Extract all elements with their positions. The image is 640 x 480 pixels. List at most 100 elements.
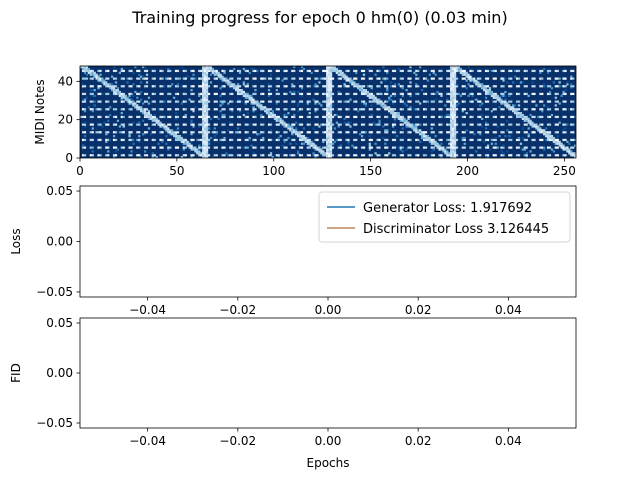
heatmap-cell (298, 131, 302, 134)
y-tick-label: 20 (58, 113, 73, 127)
heatmap-cell (149, 117, 152, 120)
heatmap-cell (142, 108, 145, 111)
heatmap-cell (128, 102, 131, 105)
heatmap-cell (328, 121, 331, 124)
heatmap-cell (324, 108, 327, 111)
heatmap-cell (453, 112, 457, 115)
heatmap-cell (285, 131, 288, 134)
heatmap-cell (484, 154, 488, 157)
heatmap-cell (120, 85, 123, 88)
heatmap-cell (81, 98, 85, 101)
heatmap-cell (450, 152, 453, 155)
heatmap-cell (312, 127, 315, 130)
heatmap-cell (267, 100, 271, 103)
heatmap-cell (262, 77, 265, 80)
heatmap-cell (517, 92, 521, 96)
heatmap-cell (440, 131, 443, 134)
heatmap-cell (391, 112, 395, 115)
heatmap-cell (236, 154, 240, 157)
heatmap-cell (440, 156, 443, 158)
x-axis-label: Epochs (307, 456, 350, 470)
heatmap-cell (136, 154, 139, 157)
heatmap-cell (128, 135, 131, 138)
heatmap-cell (430, 138, 433, 142)
heatmap-cell (539, 108, 542, 111)
heatmap-cell (455, 154, 459, 157)
heatmap-cell (213, 85, 216, 88)
heatmap-cell (428, 136, 431, 140)
heatmap-cell (564, 108, 567, 111)
heatmap-cell (450, 119, 453, 122)
heatmap-cell (260, 100, 263, 103)
heatmap-cell (498, 100, 501, 103)
heatmap-cell (256, 100, 259, 103)
heatmap-cell (328, 135, 331, 138)
heatmap-cell (564, 148, 567, 151)
heatmap-cell (523, 146, 526, 149)
heatmap-cell (393, 85, 397, 88)
heatmap-cell (246, 83, 249, 86)
heatmap-cell (184, 108, 187, 111)
heatmap-cell (95, 75, 98, 78)
heatmap-cell (204, 142, 207, 145)
heatmap-cell (504, 90, 507, 94)
heatmap-cell (438, 148, 441, 151)
heatmap-cell (275, 146, 278, 149)
heatmap-cell (461, 69, 464, 73)
heatmap-cell (229, 131, 232, 134)
heatmap-cell (500, 138, 503, 142)
heatmap-cell (353, 85, 356, 88)
heatmap-cell (422, 123, 426, 126)
heatmap-cell (424, 138, 428, 142)
heatmap-cell (254, 115, 257, 119)
heatmap-cell (417, 138, 420, 142)
heatmap-cell (508, 104, 511, 107)
heatmap-cell (328, 150, 331, 153)
heatmap-cell (541, 146, 544, 149)
heatmap-cell (492, 77, 495, 80)
heatmap-cell (368, 92, 371, 96)
heatmap-cell (298, 69, 302, 73)
heatmap-cell (200, 100, 203, 103)
heatmap-cell (450, 73, 453, 76)
heatmap-cell (114, 131, 118, 134)
heatmap-cell (300, 108, 304, 111)
heatmap-cell (291, 85, 294, 88)
heatmap-cell (391, 125, 395, 128)
heatmap-cell (314, 100, 317, 103)
heatmap-cell (378, 123, 381, 126)
heatmap-cell (105, 123, 108, 126)
heatmap-cell (515, 110, 519, 113)
heatmap-cell (198, 108, 201, 111)
heatmap-cell (167, 138, 170, 142)
heatmap-cell (353, 100, 356, 103)
heatmap-cell (335, 138, 338, 142)
heatmap-cell (157, 121, 160, 124)
heatmap-cell (362, 85, 366, 88)
heatmap-cell (546, 108, 550, 111)
heatmap-cell (525, 85, 528, 88)
heatmap-cell (130, 85, 133, 88)
heatmap-cell (205, 98, 209, 101)
heatmap-cell (484, 90, 488, 94)
heatmap-cell (453, 104, 457, 107)
heatmap-cell (328, 81, 331, 84)
heatmap-cell (453, 69, 457, 73)
heatmap-cell (143, 146, 147, 149)
heatmap-cell (97, 115, 100, 119)
heatmap-cell (145, 77, 149, 80)
heatmap-cell (202, 85, 205, 88)
heatmap-cell (205, 138, 209, 142)
heatmap-cell (326, 102, 329, 105)
heatmap-cell (548, 100, 552, 103)
heatmap-cell (504, 98, 507, 101)
heatmap-cell (120, 69, 123, 73)
heatmap-cell (446, 100, 449, 103)
heatmap-cell (500, 94, 503, 97)
heatmap-cell (517, 104, 521, 107)
heatmap-cell (151, 138, 154, 142)
heatmap-cell (533, 131, 536, 134)
heatmap-cell (324, 131, 327, 134)
heatmap-cell (554, 154, 557, 157)
heatmap-cell (399, 146, 402, 149)
